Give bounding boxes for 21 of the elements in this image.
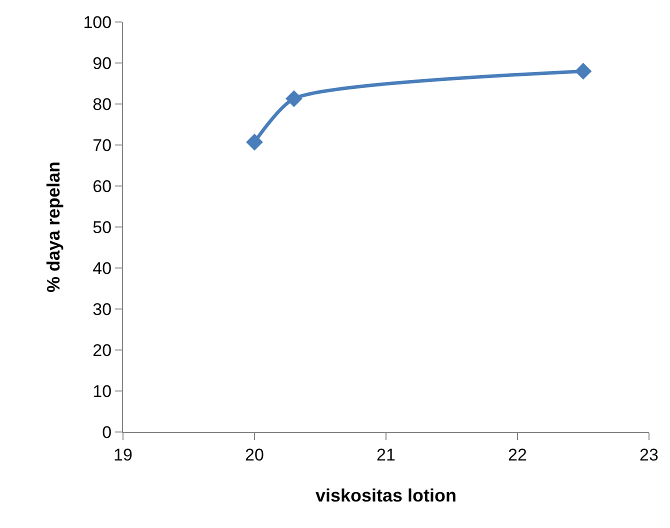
y-tick-label: 100 — [83, 12, 112, 32]
point — [574, 62, 592, 80]
x-tick-label: 22 — [508, 445, 527, 464]
y-tick-label: 20 — [92, 340, 112, 360]
x-tick-label: 20 — [245, 445, 264, 464]
y-tick-label: 0 — [102, 422, 112, 442]
y-tick-label: 40 — [92, 258, 112, 278]
point — [286, 90, 302, 108]
y-tick-label: 50 — [92, 218, 112, 237]
y-axis-title: % daya repelan — [43, 161, 64, 293]
y-tick-label: 10 — [92, 382, 112, 401]
x-tick-label: 21 — [376, 445, 396, 464]
y-tick-label: 30 — [92, 300, 112, 319]
x-tick-label: 19 — [114, 445, 132, 464]
x-tick-label: 23 — [640, 445, 658, 464]
y-tick-label: 80 — [92, 94, 112, 114]
x-axis-title: viskositas lotion — [315, 486, 457, 506]
y-tick-label: 90 — [92, 54, 112, 73]
point — [246, 134, 263, 151]
y-tick-label: 70 — [92, 136, 112, 155]
y-tick-label: 60 — [92, 176, 112, 196]
